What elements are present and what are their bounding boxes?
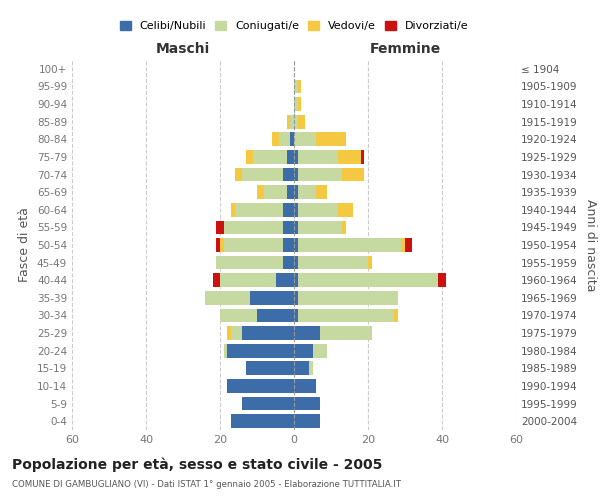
Bar: [279, 132, 290, 146]
Bar: [265, 186, 287, 199]
Text: Popolazione per età, sesso e stato civile - 2005: Popolazione per età, sesso e stato civil…: [12, 458, 382, 472]
Bar: [298, 291, 398, 304]
Bar: [235, 168, 242, 181]
Bar: [294, 379, 316, 393]
Bar: [290, 115, 294, 128]
Legend: Celibi/Nubili, Coniugati/e, Vedovi/e, Divorziati/e: Celibi/Nubili, Coniugati/e, Vedovi/e, Di…: [119, 21, 469, 32]
Bar: [287, 150, 294, 164]
Bar: [368, 256, 372, 270]
Bar: [309, 362, 313, 375]
Bar: [227, 344, 294, 358]
Bar: [298, 308, 394, 322]
Bar: [298, 115, 305, 128]
Bar: [294, 362, 309, 375]
Bar: [246, 362, 294, 375]
Bar: [216, 256, 283, 270]
Bar: [294, 115, 298, 128]
Bar: [287, 115, 290, 128]
Bar: [338, 150, 361, 164]
Bar: [231, 326, 242, 340]
Bar: [217, 238, 220, 252]
Bar: [220, 274, 275, 287]
Bar: [242, 396, 294, 410]
Bar: [294, 203, 298, 216]
Text: COMUNE DI GAMBUGLIANO (VI) - Dati ISTAT 1° gennaio 2005 - Elaborazione TUTTITALI: COMUNE DI GAMBUGLIANO (VI) - Dati ISTAT …: [12, 480, 401, 489]
Bar: [294, 238, 298, 252]
Bar: [257, 186, 265, 199]
Bar: [438, 274, 446, 287]
Bar: [361, 150, 364, 164]
Bar: [298, 150, 338, 164]
Bar: [216, 220, 224, 234]
Bar: [294, 150, 298, 164]
Bar: [294, 80, 298, 94]
Bar: [231, 203, 235, 216]
Bar: [294, 256, 298, 270]
Bar: [342, 220, 346, 234]
Bar: [242, 168, 283, 181]
Bar: [250, 291, 294, 304]
Bar: [298, 274, 438, 287]
Text: Maschi: Maschi: [156, 42, 210, 56]
Bar: [235, 203, 283, 216]
Bar: [298, 203, 338, 216]
Bar: [294, 186, 298, 199]
Bar: [253, 150, 287, 164]
Bar: [220, 238, 224, 252]
Bar: [394, 308, 398, 322]
Bar: [316, 186, 328, 199]
Bar: [224, 220, 283, 234]
Bar: [342, 168, 364, 181]
Bar: [294, 396, 320, 410]
Bar: [212, 274, 220, 287]
Bar: [338, 203, 353, 216]
Bar: [290, 132, 294, 146]
Bar: [294, 97, 298, 111]
Bar: [294, 308, 298, 322]
Bar: [272, 132, 279, 146]
Bar: [283, 220, 294, 234]
Bar: [405, 238, 412, 252]
Y-axis label: Anni di nascita: Anni di nascita: [584, 198, 597, 291]
Bar: [298, 168, 342, 181]
Bar: [316, 132, 346, 146]
Bar: [298, 97, 301, 111]
Bar: [294, 220, 298, 234]
Bar: [283, 256, 294, 270]
Bar: [227, 379, 294, 393]
Bar: [294, 326, 320, 340]
Bar: [298, 80, 301, 94]
Bar: [294, 274, 298, 287]
Bar: [224, 344, 227, 358]
Bar: [298, 238, 401, 252]
Bar: [257, 308, 294, 322]
Bar: [294, 414, 320, 428]
Bar: [283, 238, 294, 252]
Bar: [231, 414, 294, 428]
Bar: [275, 274, 294, 287]
Bar: [294, 344, 313, 358]
Bar: [313, 344, 328, 358]
Bar: [242, 326, 294, 340]
Y-axis label: Fasce di età: Fasce di età: [19, 208, 31, 282]
Text: Femmine: Femmine: [370, 42, 440, 56]
Bar: [320, 326, 372, 340]
Bar: [246, 150, 253, 164]
Bar: [220, 308, 257, 322]
Bar: [294, 132, 316, 146]
Bar: [205, 291, 250, 304]
Bar: [283, 203, 294, 216]
Bar: [298, 186, 316, 199]
Bar: [298, 256, 368, 270]
Bar: [401, 238, 405, 252]
Bar: [283, 168, 294, 181]
Bar: [287, 186, 294, 199]
Bar: [227, 326, 231, 340]
Bar: [224, 238, 283, 252]
Bar: [298, 220, 342, 234]
Bar: [294, 168, 298, 181]
Bar: [294, 291, 298, 304]
